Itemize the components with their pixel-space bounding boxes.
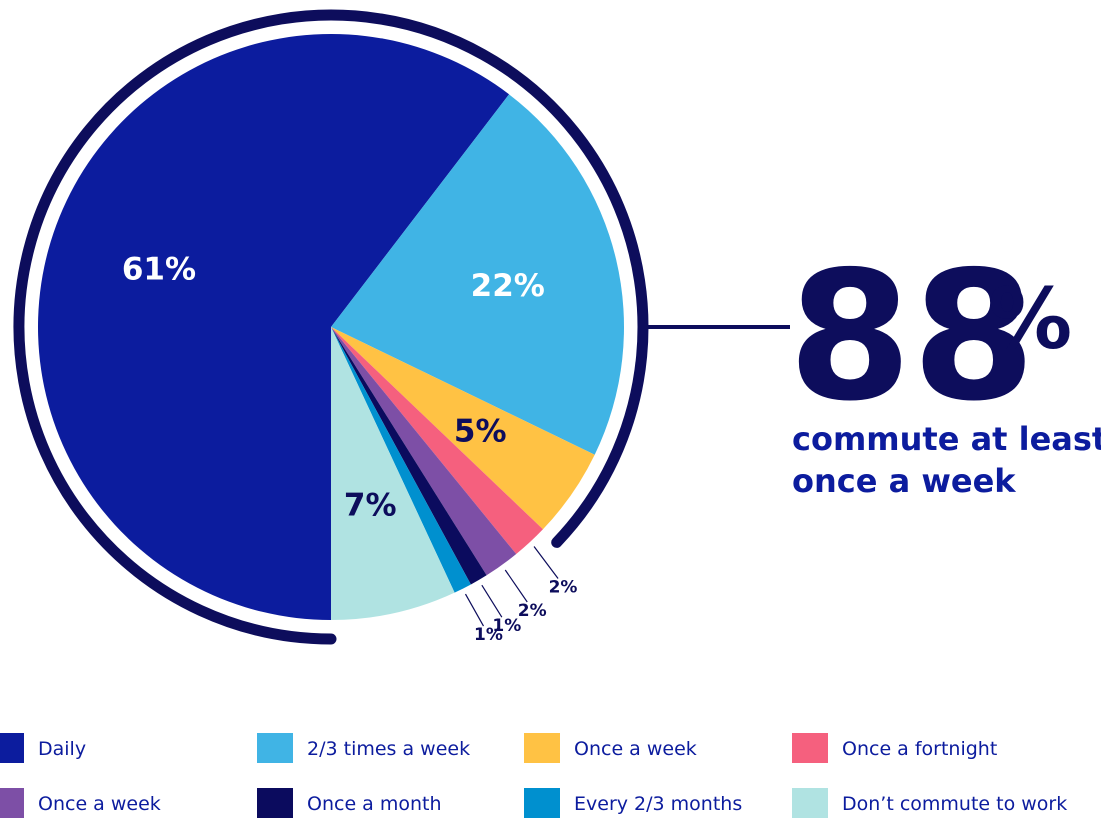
- slice: [331, 327, 543, 555]
- legend-swatch: [792, 733, 828, 763]
- slice: [331, 94, 625, 455]
- callout-number: 88: [788, 233, 1036, 440]
- slice-label: 22%: [471, 268, 545, 304]
- legend-label: Every 2/3 months: [574, 793, 742, 815]
- callout-text: once a week: [792, 462, 1016, 500]
- legend-label: Don’t commute to work: [842, 793, 1067, 815]
- legend-label: 2/3 times a week: [307, 738, 470, 760]
- slice: [331, 327, 517, 576]
- leader-line: [504, 569, 528, 603]
- small-label: 1%: [492, 616, 521, 636]
- slice: [331, 327, 471, 593]
- slice-label: 7%: [344, 487, 397, 523]
- legend-swatch: [257, 788, 293, 818]
- small-label: 2%: [518, 601, 547, 621]
- slice-label: 5%: [454, 414, 507, 450]
- pie: [13, 9, 790, 645]
- legend-swatch: [524, 733, 560, 763]
- slice: [331, 327, 487, 585]
- legend-label: Once a fortnight: [842, 738, 997, 760]
- labels: 61% 22%5%2%2%1%1%7%: [122, 252, 578, 645]
- small-label: 1%: [474, 625, 503, 645]
- legend-label: Once a month: [307, 793, 442, 815]
- legend-swatch: [0, 788, 24, 818]
- highlight-ring: [13, 9, 649, 645]
- legend: Daily 2/3 times a week Once a week Once a f…: [0, 733, 1067, 818]
- small-label: 2%: [549, 577, 578, 597]
- callout-unit: %: [988, 270, 1072, 368]
- slice-label: 61%: [122, 252, 196, 288]
- legend-label: Once a week: [574, 738, 697, 760]
- callout-text: commute at least: [792, 420, 1101, 458]
- legend-swatch: [257, 733, 293, 763]
- legend-swatch: [524, 788, 560, 818]
- leader-line: [464, 593, 485, 627]
- leader-line: [533, 546, 559, 579]
- legend-label: Daily: [38, 738, 86, 760]
- leader-line: [481, 584, 503, 618]
- slice: [331, 327, 455, 620]
- legend-swatch: [0, 733, 24, 763]
- legend-swatch: [792, 788, 828, 818]
- slice: [38, 34, 510, 620]
- slice: [331, 327, 595, 530]
- legend-label: Once a week: [38, 793, 161, 815]
